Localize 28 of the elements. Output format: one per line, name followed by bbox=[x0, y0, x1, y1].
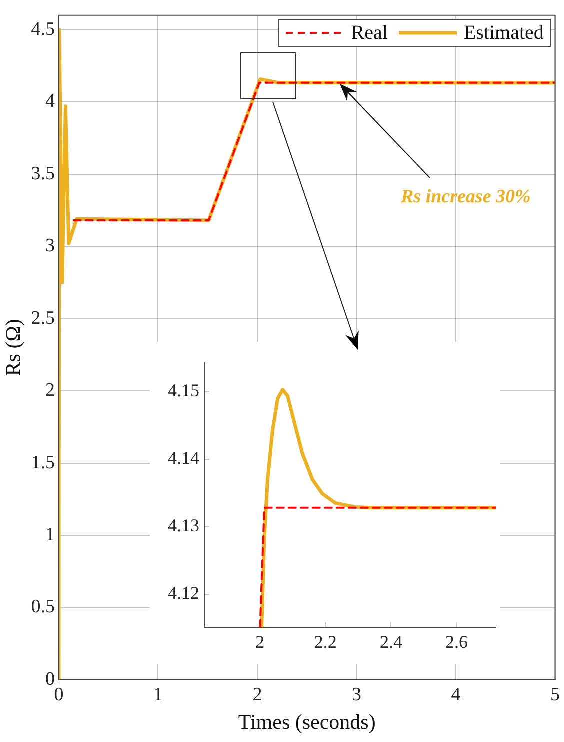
x-tick-label: 4 bbox=[451, 684, 462, 706]
x-tick-label: 3 bbox=[352, 684, 362, 706]
x-tick-label: 2 bbox=[252, 684, 262, 706]
annotation: Rs increase 30% bbox=[400, 186, 531, 208]
x-tick-label: 2.2 bbox=[314, 632, 337, 652]
y-tick-label: 2.5 bbox=[31, 308, 55, 329]
x-axis-title: Times (seconds) bbox=[238, 710, 376, 734]
x-tick-label: 5 bbox=[550, 684, 560, 706]
x-tick-label: 2 bbox=[256, 632, 265, 652]
y-tick-label: 3 bbox=[45, 236, 55, 257]
y-tick-label: 3.5 bbox=[31, 163, 55, 184]
x-tick-label: 2.6 bbox=[445, 632, 468, 652]
y-tick-label: 4.15 bbox=[168, 380, 200, 401]
y-tick-label: 4.14 bbox=[168, 448, 200, 468]
legend-label: Estimated bbox=[464, 21, 544, 46]
y-tick-label: 4.5 bbox=[31, 18, 55, 40]
y-tick-label: 4.12 bbox=[168, 583, 200, 604]
y-tick-label: 4 bbox=[45, 91, 56, 112]
y-tick-label: 0.5 bbox=[31, 596, 55, 618]
x-tick-label: 2.4 bbox=[380, 632, 402, 652]
legend-label: Real bbox=[351, 21, 388, 46]
y-tick-label: 2 bbox=[45, 380, 55, 402]
y-tick-label: 4.13 bbox=[168, 516, 200, 536]
y-tick-label: 1 bbox=[45, 524, 55, 546]
x-tick-label: 1 bbox=[153, 684, 163, 706]
y-tick-label: 1.5 bbox=[31, 452, 55, 474]
y-axis-title: Rs (Ω) bbox=[1, 319, 26, 376]
y-tick-label: 0 bbox=[45, 668, 55, 690]
